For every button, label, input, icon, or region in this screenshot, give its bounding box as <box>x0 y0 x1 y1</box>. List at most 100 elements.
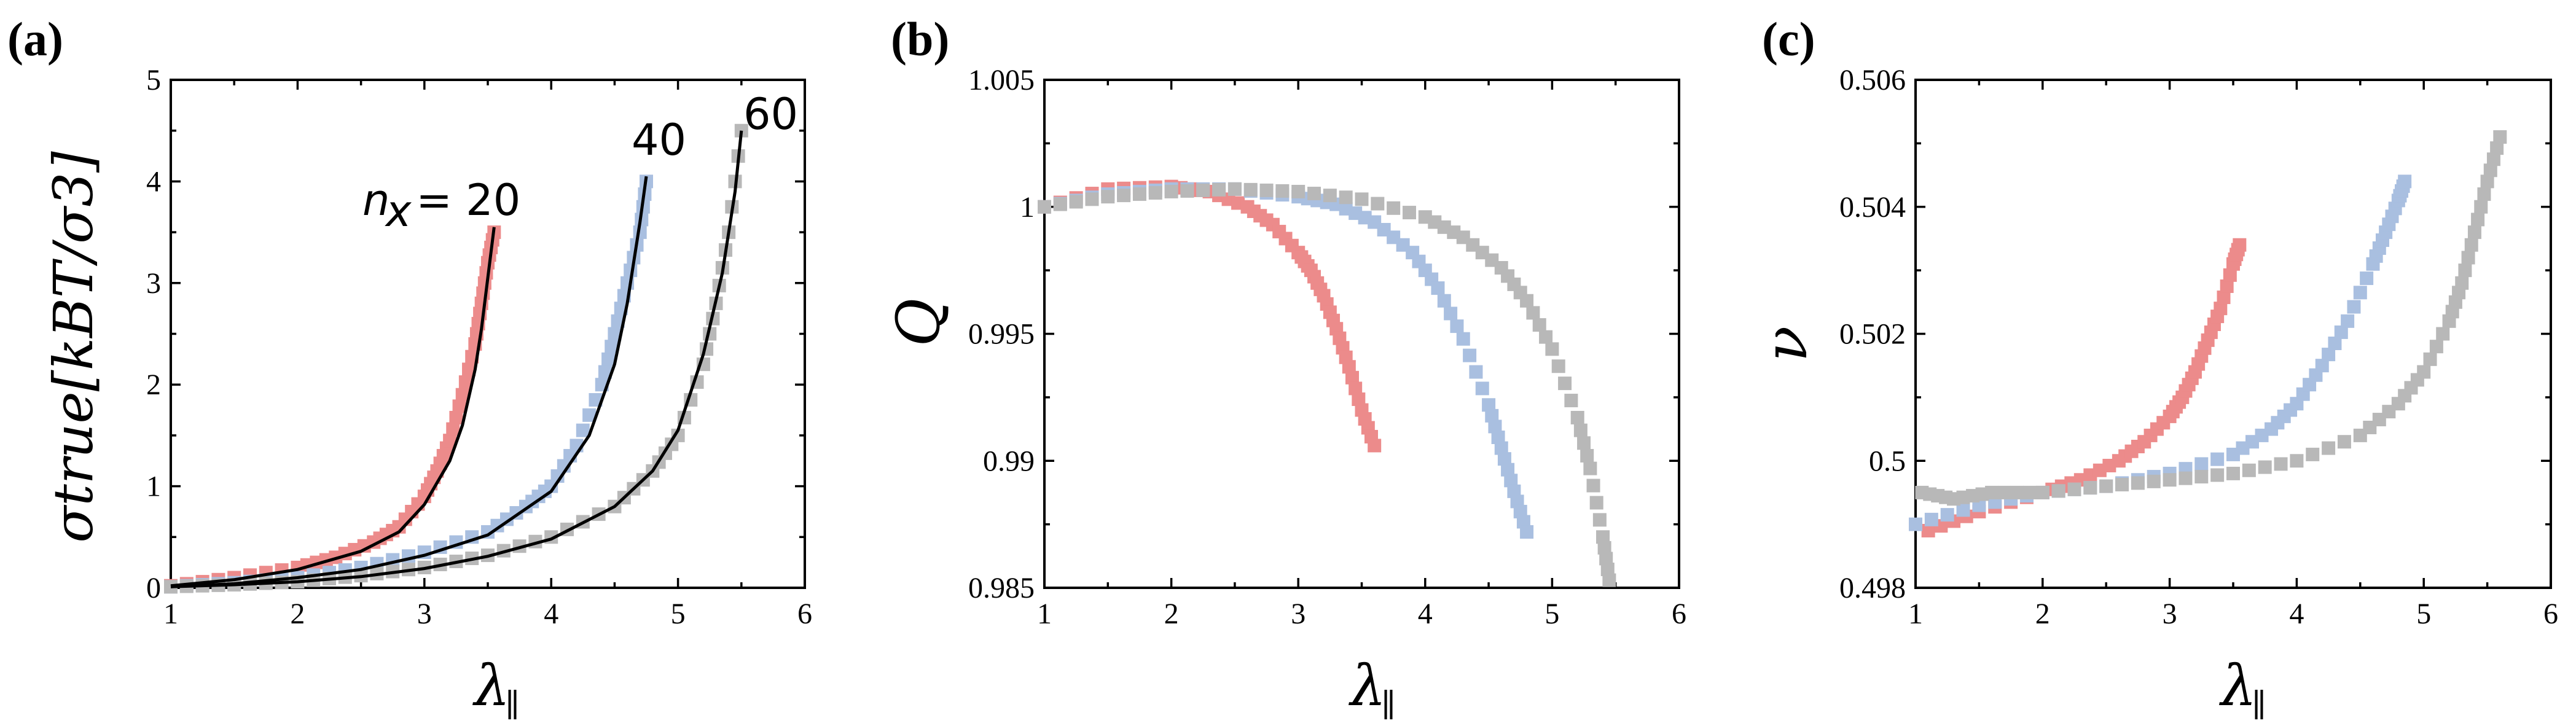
data-point <box>605 340 619 354</box>
svg-text:= 20: = 20 <box>402 175 520 225</box>
data-point <box>1339 190 1353 205</box>
data-point <box>1437 294 1451 308</box>
panel-label-b: (b) <box>891 12 949 66</box>
data-point <box>2461 251 2475 265</box>
data-point <box>1539 330 1553 344</box>
data-point <box>462 362 476 377</box>
data-point <box>2194 457 2209 471</box>
svg-text:x: x <box>385 186 412 236</box>
data-point <box>1069 195 1083 209</box>
data-point <box>1259 183 1274 197</box>
data-point <box>1583 461 1597 475</box>
data-point <box>1212 182 1226 197</box>
x-tick-label: 2 <box>2035 598 2050 630</box>
data-point <box>1985 485 1999 499</box>
data-point <box>458 375 472 389</box>
data-point <box>1596 530 1610 544</box>
x-tick-label: 5 <box>1544 598 1559 630</box>
data-point <box>2194 470 2209 484</box>
data-point <box>2210 452 2225 466</box>
series-60-gray <box>1915 130 2507 506</box>
panel-a-xlabel-sub: ∥ <box>505 687 520 724</box>
y-tick-label: 0.498 <box>1839 572 1906 604</box>
data-point <box>582 408 597 422</box>
data-point <box>1307 187 1321 201</box>
panel-c-xlabel: λ <box>2218 653 2257 719</box>
data-point <box>1558 377 1572 391</box>
panel-b-xlabel: λ <box>1348 653 1386 719</box>
data-point <box>2226 466 2240 480</box>
data-point <box>2480 174 2494 189</box>
data-point <box>2051 484 2065 498</box>
annotation-60: 60 <box>743 89 798 139</box>
data-point <box>2337 435 2351 449</box>
y-tick-label: 0.506 <box>1839 64 1906 96</box>
data-point <box>1507 484 1521 498</box>
data-point <box>1589 496 1603 510</box>
data-point <box>1909 517 1922 531</box>
data-point <box>443 434 457 448</box>
data-point <box>1551 359 1565 373</box>
data-point <box>2315 359 2329 373</box>
data-point <box>2258 460 2272 474</box>
y-tick-label: 1.005 <box>968 64 1035 96</box>
y-tick-label: 5 <box>146 64 161 96</box>
series-60-gray <box>1038 182 1616 587</box>
data-point <box>2163 473 2177 487</box>
data-point <box>2474 200 2488 214</box>
data-point <box>2233 238 2247 252</box>
data-point <box>1371 197 1385 211</box>
x-tick-label: 6 <box>2543 598 2558 630</box>
y-tick-label: 0.995 <box>968 318 1035 351</box>
data-point <box>452 399 466 413</box>
data-point <box>2290 454 2304 468</box>
panel-c: (c) ν λ ∥ 1 2 3 4 5 6 0.498 0.5 0.502 0.504 0.506 <box>1752 12 2558 724</box>
x-tick-label: 3 <box>1291 598 1306 630</box>
data-point <box>1488 420 1502 434</box>
data-point <box>1352 392 1366 406</box>
y-tick-label: 1 <box>146 470 161 503</box>
data-point <box>1602 573 1616 587</box>
panel-a-ylabel: σtrue[kBT/σ3] <box>42 151 105 543</box>
x-tick-label: 1 <box>1908 598 1923 630</box>
data-point <box>2334 325 2348 339</box>
series-20-red <box>1038 179 1382 453</box>
data-point <box>1482 398 1496 412</box>
data-point <box>2458 263 2472 278</box>
data-point <box>611 314 625 328</box>
data-point <box>1180 184 1194 198</box>
data-point <box>576 423 590 437</box>
data-point <box>2035 485 2049 499</box>
data-point <box>2220 279 2234 293</box>
data-point <box>2483 163 2497 178</box>
data-point <box>1402 206 1416 220</box>
data-point <box>1526 306 1540 320</box>
data-point <box>2471 213 2485 227</box>
series-40-blue <box>1909 174 2412 531</box>
y-tick-label: 2 <box>146 369 161 401</box>
data-point <box>1497 452 1511 466</box>
data-point <box>1456 332 1470 346</box>
data-point <box>1491 431 1505 445</box>
data-point <box>1577 436 1591 450</box>
data-point <box>2417 365 2431 379</box>
data-point <box>1342 360 1356 374</box>
data-point <box>1101 190 1115 204</box>
series-40-blue <box>164 174 653 594</box>
plot-frame <box>1914 79 2552 589</box>
svg-text:n: n <box>362 175 390 225</box>
data-point <box>2217 291 2231 305</box>
data-point <box>2486 152 2500 166</box>
data-point <box>1592 513 1607 527</box>
data-point <box>1570 410 1584 424</box>
data-point <box>1504 474 1518 488</box>
data-point <box>1368 439 1382 453</box>
data-point <box>2322 441 2336 455</box>
y-tick-label: 0.99 <box>983 445 1035 477</box>
data-point <box>2436 327 2450 341</box>
data-point <box>1586 478 1600 493</box>
data-point <box>2099 479 2113 493</box>
data-point <box>608 327 622 341</box>
fit-curve-40 <box>170 176 648 588</box>
data-point <box>2398 174 2412 189</box>
